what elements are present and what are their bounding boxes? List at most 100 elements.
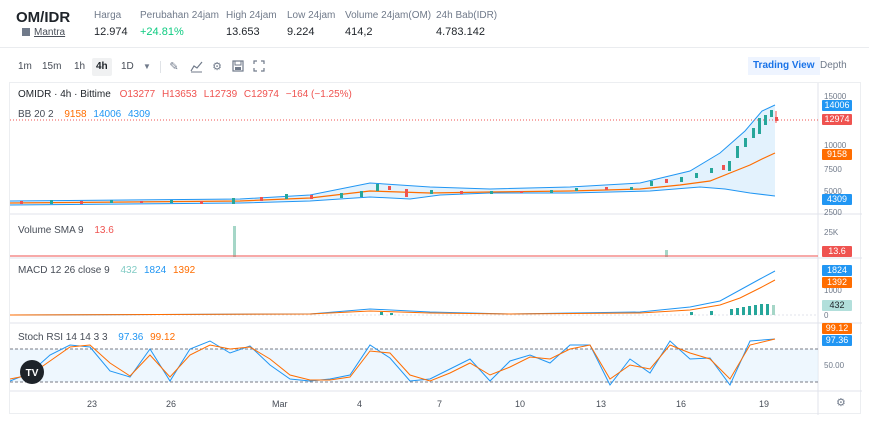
volume-value: 13.6 xyxy=(94,225,114,236)
main-legend: OMIDR · 4h · Bittime O13277 H13653 L1273… xyxy=(18,89,352,100)
tradingview-logo xyxy=(20,360,44,384)
price-axis-label: 2500 xyxy=(824,208,842,217)
date-label: 4 xyxy=(357,399,363,409)
candlestick-series[interactable] xyxy=(20,110,778,204)
stat-label: High 24jam xyxy=(226,10,277,21)
settings-icon[interactable]: ⚙ xyxy=(212,61,222,73)
logo-text: TV xyxy=(26,368,39,379)
candle xyxy=(460,191,463,194)
date-label: 19 xyxy=(759,399,770,409)
candle xyxy=(20,201,23,204)
bb-mid-value: 9158 xyxy=(64,109,87,120)
candle xyxy=(340,193,343,198)
project-link[interactable]: Mantra xyxy=(22,27,65,38)
macd-hist-bar xyxy=(760,304,763,315)
ohlc-open: O13277 xyxy=(119,89,156,100)
candle xyxy=(770,110,773,117)
volume-bar xyxy=(665,250,668,257)
stat-label: Volume 24jam(OM) xyxy=(345,10,432,21)
candle xyxy=(630,187,633,190)
volume-legend: Volume SMA 9 13.6 xyxy=(18,225,114,236)
price-axis-label: 15000 xyxy=(824,92,847,101)
symbol-title: OMIDR · 4h · Bittime xyxy=(18,89,111,100)
caret-down-icon[interactable]: ▼ xyxy=(143,62,151,71)
stat-value: 414,2 xyxy=(345,26,373,38)
fullscreen-icon[interactable] xyxy=(252,60,266,74)
price-axis-label: 10000 xyxy=(824,141,847,150)
macd-hist-bar xyxy=(748,306,751,315)
macd-hist-bar xyxy=(736,308,739,315)
ohlc-change: −164 (−1.25%) xyxy=(285,89,352,100)
chart-canvas[interactable]: TV xyxy=(10,83,862,415)
macd-hist-bar xyxy=(772,305,775,315)
stoch-legend: Stoch RSI 14 14 3 3 97.36 99.12 xyxy=(18,332,175,343)
candle xyxy=(170,200,173,203)
candle xyxy=(650,181,653,186)
timeframe-1h[interactable]: 1h xyxy=(74,61,86,72)
stoch-k-value: 97.36 xyxy=(118,332,144,343)
ohlc-high: H13653 xyxy=(161,89,197,100)
stat-value: 13.653 xyxy=(226,26,260,38)
settings-icon[interactable]: ⚙ xyxy=(836,397,846,409)
candle xyxy=(520,191,523,193)
macd-legend: MACD 12 26 close 9 432 1824 1392 xyxy=(18,265,195,276)
chart-area[interactable]: TV OMIDR · 4h · Bittime O13277 H13653 L1… xyxy=(9,82,862,415)
candle xyxy=(775,117,778,121)
candle xyxy=(200,201,203,204)
line-chart-icon[interactable] xyxy=(189,60,203,74)
depth-button[interactable]: Depth xyxy=(820,60,847,71)
macd-hist-bar xyxy=(742,307,745,315)
timeframe-15m[interactable]: 15m xyxy=(42,61,62,72)
stat-volume: Volume 24jam(OM) 414,2 xyxy=(345,10,431,38)
candle xyxy=(310,195,313,199)
stoch-k-line xyxy=(10,338,776,386)
timeframe-1d[interactable]: 1D xyxy=(121,61,134,72)
stoch-d-line xyxy=(10,338,776,382)
macd-hist-bar xyxy=(390,313,393,315)
macd-value: 1824 xyxy=(143,265,167,276)
price-axis-label: 7500 xyxy=(824,165,842,174)
candle xyxy=(405,189,408,197)
candle xyxy=(140,201,143,203)
trading-view-button[interactable]: Trading View xyxy=(748,57,820,75)
date-label: 7 xyxy=(437,399,443,409)
macd-signal-line xyxy=(10,279,776,316)
macd-label: MACD 12 26 close 9 xyxy=(18,265,110,276)
date-label: 23 xyxy=(87,399,98,409)
timeframe-4h[interactable]: 4h xyxy=(92,58,112,76)
macd-badge: 1824 xyxy=(822,265,852,276)
bb-lower-badge: 4309 xyxy=(822,194,852,205)
bb-legend: BB 20 2 9158 14006 4309 xyxy=(18,109,150,120)
candle xyxy=(605,187,608,190)
candle xyxy=(722,165,725,170)
ohlc-close: C12974 xyxy=(243,89,279,100)
stat-value: 9.224 xyxy=(287,26,315,38)
date-label: 13 xyxy=(596,399,607,409)
candle xyxy=(260,197,263,201)
macd-histogram xyxy=(380,304,775,315)
stat-high: High 24jam 13.653 xyxy=(226,10,277,38)
date-label: Mar xyxy=(272,399,288,409)
candle xyxy=(758,118,761,134)
stat-value: +24.81% xyxy=(140,26,184,38)
candle xyxy=(752,128,755,138)
candle xyxy=(376,184,379,191)
stat-turnover: 24h Bab(IDR) 4.783.142 xyxy=(436,10,497,38)
chart-toolbar: 1m 15m 1h 4h 1D ▼ ✎ ⚙ Trading View Depth xyxy=(10,56,862,78)
ohlc-low: L12739 xyxy=(203,89,238,100)
candle xyxy=(430,190,433,194)
save-icon[interactable] xyxy=(231,60,245,74)
candle xyxy=(285,194,288,199)
macd-signal-badge: 1392 xyxy=(822,277,852,288)
candle xyxy=(490,191,493,194)
macd-hist-bar xyxy=(730,309,733,315)
timeframe-1m[interactable]: 1m xyxy=(18,61,32,72)
bb-upper-badge: 14006 xyxy=(822,100,852,111)
candle xyxy=(575,188,578,191)
stat-price: Harga 12.974 xyxy=(94,10,128,38)
candle xyxy=(388,186,391,190)
macd-hist-bar xyxy=(380,312,383,315)
stoch-d-badge: 99.12 xyxy=(822,323,852,334)
candle xyxy=(764,115,767,125)
pencil-icon[interactable]: ✎ xyxy=(169,61,179,73)
